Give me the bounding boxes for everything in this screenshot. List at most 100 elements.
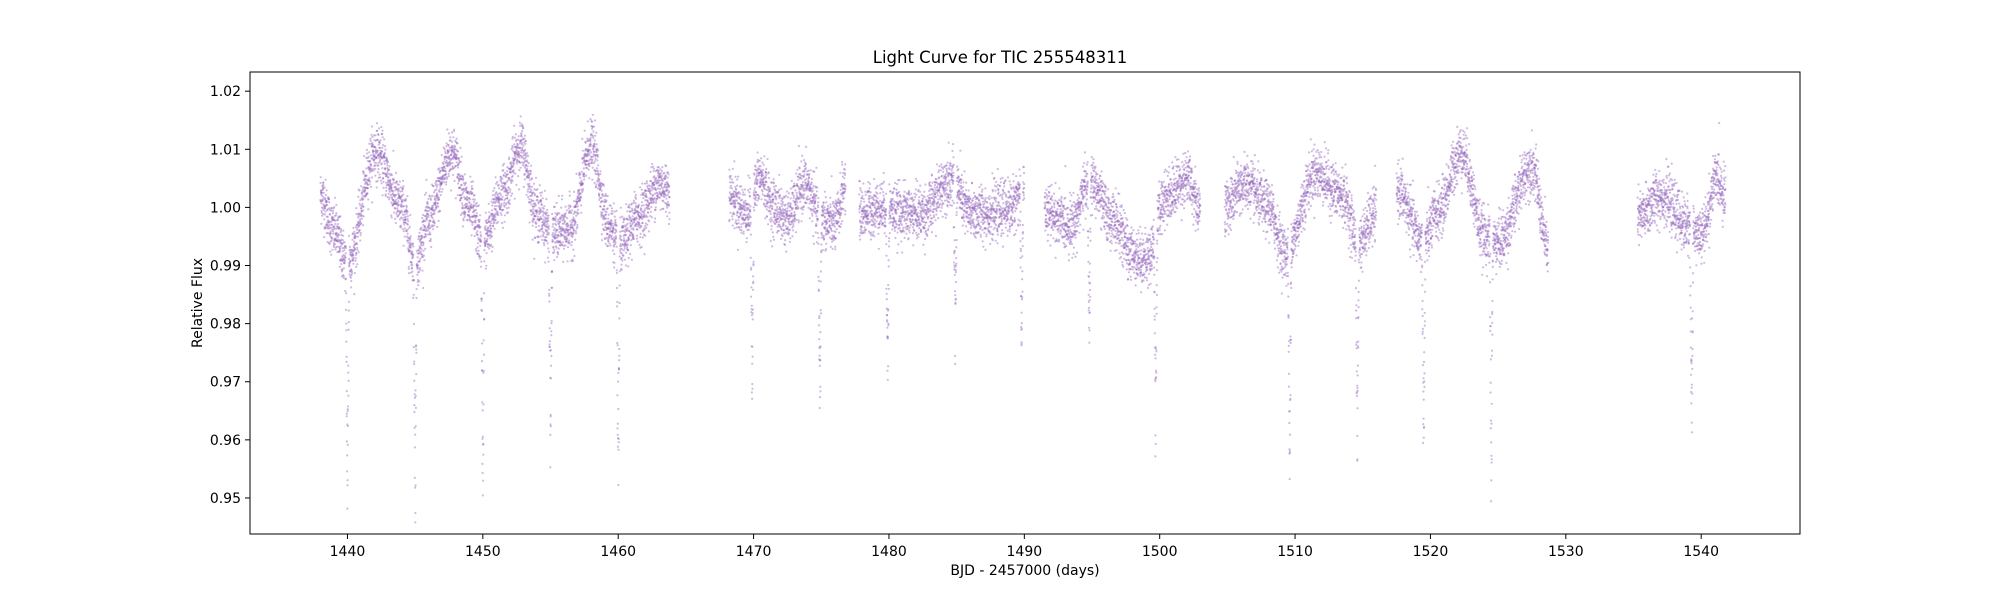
data-point: [334, 233, 337, 236]
data-point: [869, 205, 872, 208]
data-point: [606, 207, 609, 210]
data-point: [443, 178, 446, 181]
data-point: [358, 213, 361, 216]
data-point: [642, 197, 645, 200]
data-point: [373, 161, 376, 164]
data-point: [490, 220, 493, 223]
data-point: [536, 188, 539, 191]
data-point: [445, 180, 448, 184]
data-point: [811, 201, 814, 204]
data-point: [346, 479, 349, 482]
data-point: [455, 153, 458, 156]
data-point: [324, 210, 327, 213]
data-point: [885, 235, 888, 238]
data-point: [339, 259, 342, 262]
data-point: [825, 242, 828, 245]
data-point: [367, 178, 370, 181]
data-point: [348, 259, 352, 263]
data-point: [377, 154, 380, 157]
data-point: [328, 212, 331, 216]
data-point: [551, 212, 554, 215]
data-point: [827, 207, 830, 210]
data-point: [567, 224, 570, 227]
data-point: [382, 186, 385, 189]
data-point: [370, 163, 373, 167]
data-point: [817, 196, 820, 200]
data-point: [319, 176, 322, 179]
data-point: [326, 208, 329, 211]
data-point: [350, 270, 353, 273]
data-point: [882, 194, 885, 197]
data-point: [409, 237, 412, 240]
data-point: [346, 454, 349, 457]
data-point: [841, 220, 844, 223]
data-point: [641, 218, 644, 221]
data-point: [525, 193, 528, 196]
data-point: [661, 179, 665, 182]
data-point: [624, 264, 628, 267]
data-point: [344, 308, 348, 311]
data-point: [508, 202, 511, 206]
data-point: [639, 186, 642, 189]
data-point: [802, 197, 806, 200]
data-point: [748, 195, 752, 198]
data-point: [763, 202, 766, 205]
data-point: [898, 178, 901, 182]
data-point: [417, 284, 420, 287]
data-point: [370, 133, 373, 136]
data-point: [469, 175, 472, 178]
data-point: [356, 248, 359, 251]
data-point: [787, 232, 791, 235]
data-point: [533, 236, 537, 239]
data-point: [436, 202, 439, 205]
data-point: [336, 239, 339, 242]
data-point: [547, 260, 550, 263]
data-point: [793, 182, 796, 185]
data-point: [334, 196, 337, 199]
data-point: [515, 162, 519, 165]
data-point: [643, 209, 646, 212]
data-point: [527, 195, 530, 199]
data-point: [492, 224, 495, 227]
data-point: [508, 191, 512, 194]
data-point: [495, 204, 498, 208]
data-point: [352, 249, 355, 252]
data-point: [343, 245, 347, 248]
data-point: [861, 194, 864, 197]
data-point: [445, 172, 448, 176]
data-point: [596, 155, 599, 158]
data-point: [603, 229, 606, 232]
data-point: [364, 194, 367, 197]
data-point: [792, 197, 795, 200]
data-point: [809, 169, 812, 172]
data-point: [749, 187, 752, 190]
data-point: [364, 195, 367, 198]
data-point: [522, 144, 525, 147]
data-point: [347, 379, 350, 382]
data-point: [324, 201, 327, 204]
data-point: [814, 200, 817, 203]
data-point: [358, 224, 361, 227]
data-point: [896, 208, 900, 211]
data-point: [630, 258, 634, 261]
data-point: [323, 207, 326, 210]
data-point: [592, 155, 595, 158]
data-point: [334, 246, 337, 249]
data-point: [359, 199, 362, 202]
data-point: [661, 182, 664, 185]
data-point: [503, 220, 506, 223]
data-point: [405, 205, 408, 208]
data-point: [323, 218, 326, 221]
data-point: [411, 242, 415, 245]
data-point: [868, 182, 872, 185]
data-point: [384, 193, 387, 196]
data-point: [790, 212, 793, 215]
data-point: [390, 186, 393, 189]
data-point: [534, 176, 538, 179]
data-point: [496, 220, 500, 224]
data-point: [353, 247, 357, 250]
data-point: [328, 208, 332, 211]
data-point: [743, 193, 746, 196]
data-point: [547, 225, 551, 228]
data-point: [767, 171, 770, 174]
